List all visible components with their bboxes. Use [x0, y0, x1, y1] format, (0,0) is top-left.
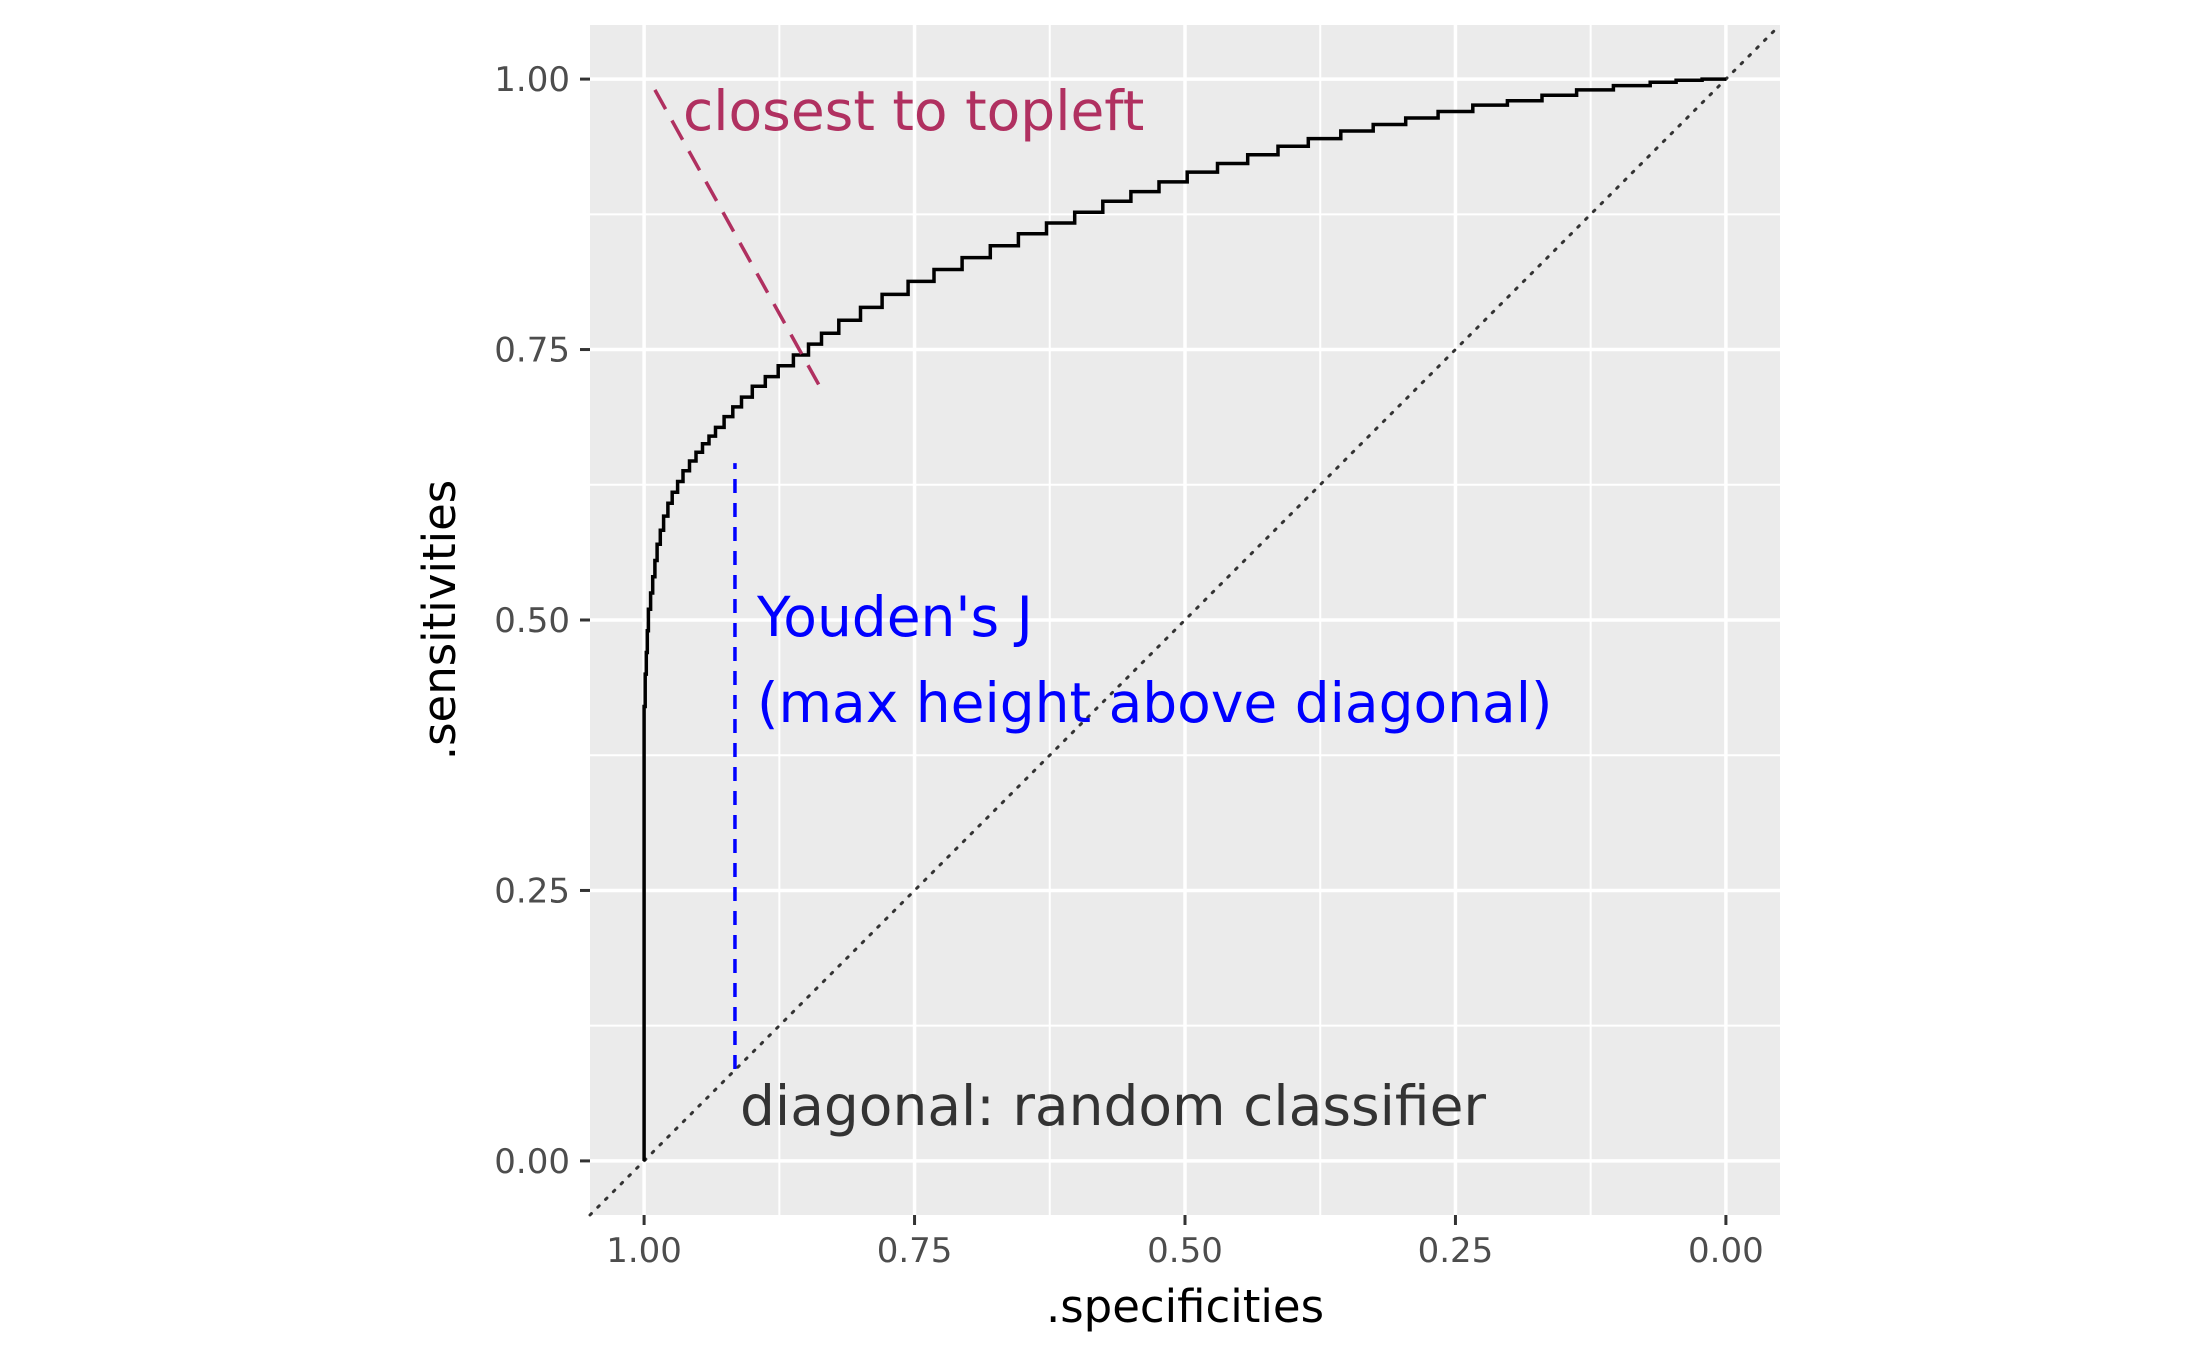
annotations: closest to topleft Youden's J (max heigh…	[683, 79, 1552, 1138]
annotation-youden-line2: (max height above diagonal)	[757, 671, 1552, 735]
annotation-topleft: closest to topleft	[683, 79, 1144, 143]
y-tick-label: 0.75	[494, 331, 570, 371]
chart-marks	[588, 23, 1782, 1217]
topleft-segment	[653, 89, 824, 391]
y-tick-label: 1.00	[494, 60, 570, 100]
roc-curve	[642, 77, 1726, 1161]
x-tick-label: 0.75	[877, 1231, 953, 1271]
y-axis: 0.00 0.25 0.50 0.75 1.00	[494, 60, 590, 1182]
y-tick-label: 0.50	[494, 601, 570, 641]
grid-major	[590, 25, 1780, 1215]
x-tick-label: 0.25	[1418, 1231, 1494, 1271]
y-tick-label: 0.00	[494, 1142, 570, 1182]
x-tick-label: 0.50	[1147, 1231, 1223, 1271]
x-tick-label: 0.00	[1688, 1231, 1764, 1271]
annotation-youden-line1: Youden's J	[756, 585, 1033, 649]
x-tick-label: 1.00	[606, 1231, 682, 1271]
y-axis-title: .sensitivities	[413, 480, 466, 760]
x-axis-title: .specificities	[1046, 1280, 1324, 1333]
y-tick-label: 0.25	[494, 871, 570, 911]
annotation-diagonal: diagonal: random classifier	[740, 1074, 1486, 1138]
x-axis: 1.00 0.75 0.50 0.25 0.00	[606, 1215, 1764, 1271]
